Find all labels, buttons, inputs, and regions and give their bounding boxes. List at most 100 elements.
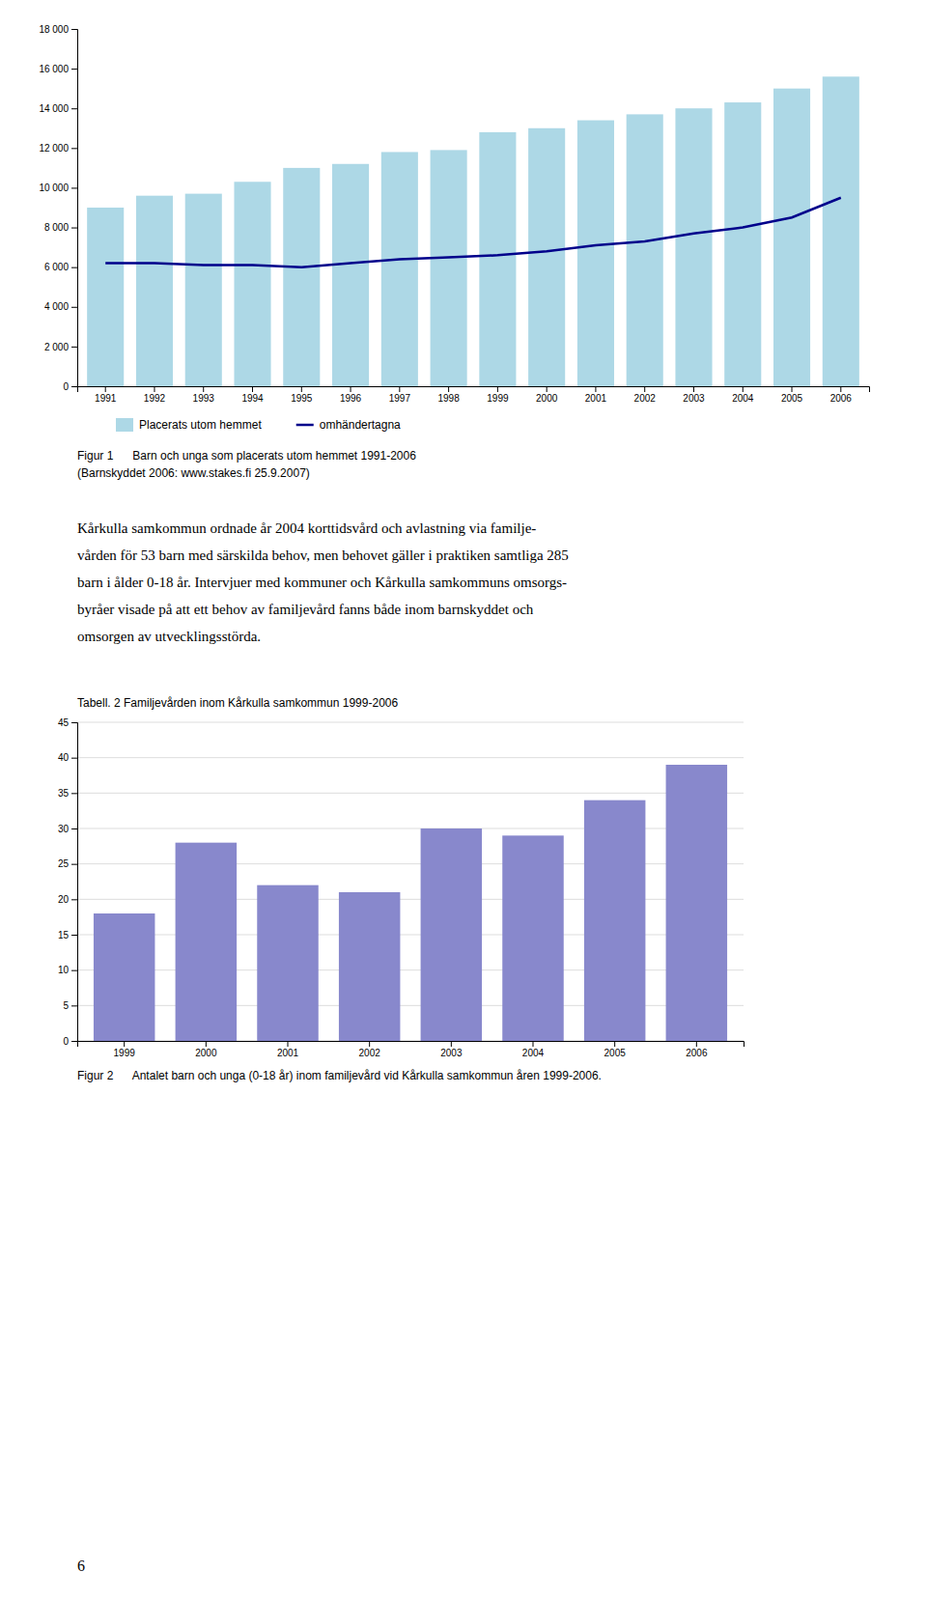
legend-swatch	[296, 423, 314, 427]
tick-label: 2001	[277, 1047, 300, 1059]
grid-line	[77, 722, 744, 724]
bar	[773, 88, 811, 387]
y-axis: 02 0004 0006 0008 00010 00012 00014 0001…	[38, 24, 78, 393]
body-line: omsorgen av utvecklingsstörda.	[77, 628, 261, 645]
tick-label: 2004	[731, 393, 755, 404]
legend-item: Placerats utom hemmet	[115, 418, 262, 432]
tick: 20	[57, 894, 78, 905]
marks	[93, 764, 728, 1041]
line	[105, 197, 842, 268]
tick-mark	[287, 1040, 289, 1047]
tick-label: 40	[57, 752, 70, 763]
bar	[502, 835, 563, 1041]
tick-label: 2005	[781, 393, 804, 404]
tick-mark	[840, 386, 842, 393]
axis-line	[71, 29, 79, 388]
caption: Figur 2 Antalet barn och unga (0-18 år) …	[77, 1068, 602, 1083]
tick: 16 000	[38, 63, 78, 75]
bar	[332, 164, 369, 387]
bar	[478, 132, 516, 387]
tick-label: 2003	[682, 393, 705, 404]
tick-mark	[71, 108, 78, 110]
tick-mark	[71, 267, 78, 269]
tick-mark	[693, 386, 695, 393]
tick-label: 1999	[113, 1047, 137, 1059]
bar	[724, 102, 761, 387]
tick-mark	[71, 187, 78, 189]
page-number: 6	[77, 1557, 85, 1574]
tick: 1999	[113, 1040, 137, 1059]
tick: 2002	[359, 1040, 382, 1059]
tick-mark	[71, 346, 78, 348]
tick-mark	[614, 1040, 616, 1047]
legend-label: Placerats utom hemmet	[139, 418, 262, 432]
tick-label: 2000	[535, 393, 559, 404]
tick-label: 1993	[193, 393, 216, 404]
tick-mark	[252, 386, 253, 393]
tick-label: 35	[57, 787, 70, 799]
tick-mark	[71, 28, 78, 30]
tick: 1991	[94, 386, 117, 404]
legend: Placerats utom hemmet omhändertagna	[115, 418, 401, 432]
tick-mark	[448, 386, 450, 393]
axis-line	[71, 723, 79, 1042]
tick-mark	[350, 386, 352, 393]
tick-label: 2001	[585, 393, 608, 404]
bar	[86, 207, 124, 387]
tick-mark	[742, 386, 744, 393]
tick-label: 2004	[522, 1047, 545, 1059]
body-line: byråer visade på att ett behov av familj…	[77, 601, 534, 618]
tick-mark	[791, 386, 793, 393]
y-axis: 051015202530354045	[57, 717, 79, 1047]
bar	[256, 885, 318, 1041]
tick: 1993	[193, 386, 216, 404]
x-axis: 19992000200120022003200420052006	[78, 1040, 745, 1059]
tick: 1997	[389, 386, 412, 404]
tick-label: 1991	[94, 393, 117, 404]
bar	[175, 842, 237, 1041]
tick: 2000	[535, 386, 559, 404]
tick-label: 2000	[195, 1047, 218, 1059]
chart-title: Tabell. 2 Familjevården inom Kårkulla sa…	[77, 696, 398, 710]
tick-label: 16 000	[38, 63, 69, 75]
tick-label: 2005	[604, 1047, 627, 1059]
tick: 2006	[830, 386, 853, 404]
tick-label: 18 000	[38, 24, 69, 35]
tick-mark	[398, 386, 400, 393]
tick: 2004	[731, 386, 755, 404]
legend-item: omhändertagna	[296, 418, 401, 432]
bar-series	[93, 764, 728, 1041]
tick-mark	[532, 1040, 534, 1047]
tick: 1992	[143, 386, 167, 404]
tick-mark	[546, 386, 548, 393]
marks	[86, 76, 860, 387]
tick-label: 25	[57, 858, 70, 870]
tick-label: 1997	[389, 393, 412, 404]
tick-label: 30	[57, 823, 70, 835]
tick-label: 12 000	[38, 142, 69, 154]
caption: Figur 1 Barn och unga som placerats utom…	[77, 449, 417, 463]
tick: 10	[57, 964, 78, 976]
tick: 1996	[339, 386, 363, 404]
tick: 2001	[277, 1040, 300, 1059]
tick-mark	[71, 898, 78, 900]
tick: 18 000	[38, 24, 78, 35]
tick-mark	[71, 828, 78, 830]
tick: 1994	[241, 386, 264, 404]
axis-line	[78, 1041, 745, 1048]
tick: 40	[57, 752, 78, 763]
bar	[233, 181, 271, 387]
legend-swatch	[115, 418, 134, 432]
tick-label: 1992	[143, 393, 167, 404]
tick: 2005	[781, 386, 804, 404]
tick: 25	[57, 858, 78, 870]
tick-mark	[71, 307, 78, 309]
tick-label: 10	[57, 964, 70, 976]
tick: 45	[57, 717, 78, 729]
tick-mark	[123, 1040, 125, 1047]
tick: 1998	[437, 386, 460, 404]
bar	[136, 196, 173, 387]
tick-label: 1999	[486, 393, 509, 404]
tick-label: 2002	[359, 1047, 382, 1059]
tick-label: 45	[57, 717, 70, 729]
